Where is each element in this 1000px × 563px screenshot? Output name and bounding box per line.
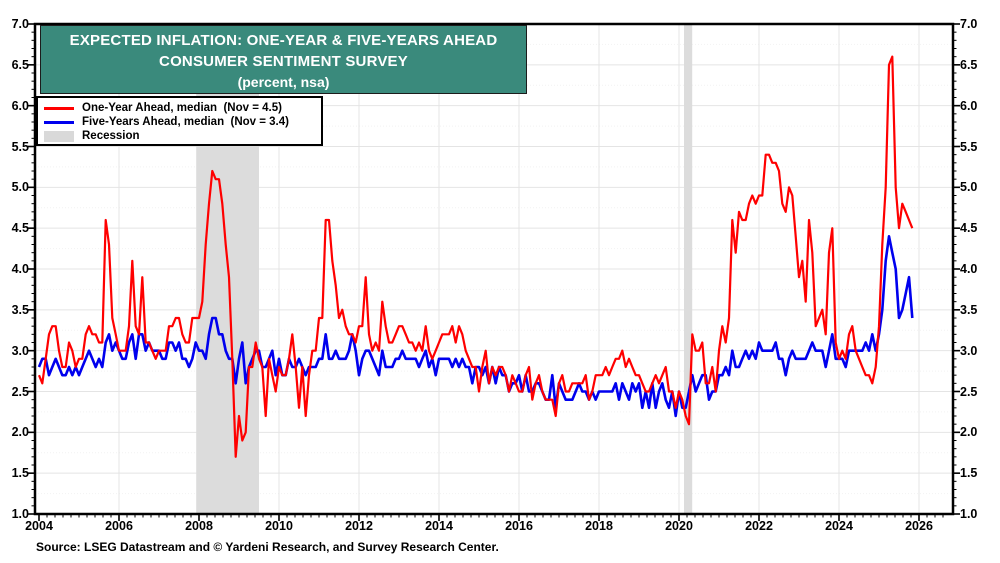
y-tick-label-left: 5.0 xyxy=(11,180,29,195)
y-tick-label-right: 7.0 xyxy=(960,17,978,31)
y-tick-label-left: 7.0 xyxy=(11,17,29,31)
x-tick-label: 2006 xyxy=(105,519,133,533)
legend-item-five-year: Five-Years Ahead, median (Nov = 3.4) xyxy=(44,115,317,129)
y-tick-label-right: 1.0 xyxy=(960,507,978,521)
x-tick-label: 2010 xyxy=(265,519,293,533)
y-tick-label-right: 3.0 xyxy=(960,343,978,358)
y-tick-label-left: 1.5 xyxy=(11,466,29,481)
y-tick-label-right: 5.0 xyxy=(960,180,978,195)
y-tick-label-right: 2.0 xyxy=(960,425,978,440)
legend-label-one-year: One-Year Ahead, median (Nov = 4.5) xyxy=(82,102,282,114)
x-tick-label: 2018 xyxy=(585,519,613,533)
legend-item-recession: Recession xyxy=(44,129,317,143)
y-tick-label-left: 2.5 xyxy=(11,384,29,399)
y-tick-label-left: 2.0 xyxy=(11,425,29,440)
y-tick-label-right: 3.5 xyxy=(960,302,978,317)
x-tick-label: 2020 xyxy=(665,519,693,533)
legend-label-five-year: Five-Years Ahead, median (Nov = 3.4) xyxy=(82,116,289,128)
recession-band xyxy=(684,24,693,514)
y-tick-label-right: 6.0 xyxy=(960,98,978,113)
x-tick-label: 2004 xyxy=(25,519,53,533)
y-tick-label-right: 4.5 xyxy=(960,221,978,236)
y-tick-label-left: 6.5 xyxy=(11,57,29,72)
legend-item-one-year: One-Year Ahead, median (Nov = 4.5) xyxy=(44,101,317,115)
chart-title-box: EXPECTED INFLATION: ONE-YEAR & FIVE-YEAR… xyxy=(40,25,527,94)
chart-title-line1: EXPECTED INFLATION: ONE-YEAR & FIVE-YEAR… xyxy=(69,32,498,49)
y-tick-label-left: 3.5 xyxy=(11,302,29,317)
y-tick-label-left: 5.5 xyxy=(11,139,29,154)
x-tick-label: 2012 xyxy=(345,519,373,533)
y-tick-label-right: 1.5 xyxy=(960,466,978,481)
one-year-ahead-line xyxy=(37,55,914,458)
chart-title-line2: CONSUMER SENTIMENT SURVEY xyxy=(159,53,408,70)
y-tick-label-left: 6.0 xyxy=(11,98,29,113)
y-tick-label-left: 3.0 xyxy=(11,343,29,358)
y-tick-label-left: 1.0 xyxy=(11,507,29,521)
x-tick-label: 2024 xyxy=(825,519,853,533)
x-tick-label: 2014 xyxy=(425,519,453,533)
x-tick-label: 2026 xyxy=(905,519,933,533)
x-tick-label: 2022 xyxy=(745,519,773,533)
y-tick-label-right: 5.5 xyxy=(960,139,978,154)
x-tick-label: 2008 xyxy=(185,519,213,533)
y-tick-label-right: 2.5 xyxy=(960,384,978,399)
x-tick-label: 2016 xyxy=(505,519,533,533)
chart-title-subtitle: (percent, nsa) xyxy=(237,74,330,90)
recession-swatch xyxy=(44,130,74,142)
y-tick-label-left: 4.0 xyxy=(11,262,29,276)
y-tick-label-right: 4.0 xyxy=(960,262,978,276)
y-tick-label-right: 6.5 xyxy=(960,57,978,72)
legend-label-recession: Recession xyxy=(82,130,140,142)
five-year-line-swatch xyxy=(44,120,74,124)
source-attribution: Source: LSEG Datastream and © Yardeni Re… xyxy=(36,540,499,554)
chart-legend: One-Year Ahead, median (Nov = 4.5) Five-… xyxy=(36,96,323,146)
y-tick-label-left: 4.5 xyxy=(11,221,29,236)
one-year-line-swatch xyxy=(44,106,74,110)
